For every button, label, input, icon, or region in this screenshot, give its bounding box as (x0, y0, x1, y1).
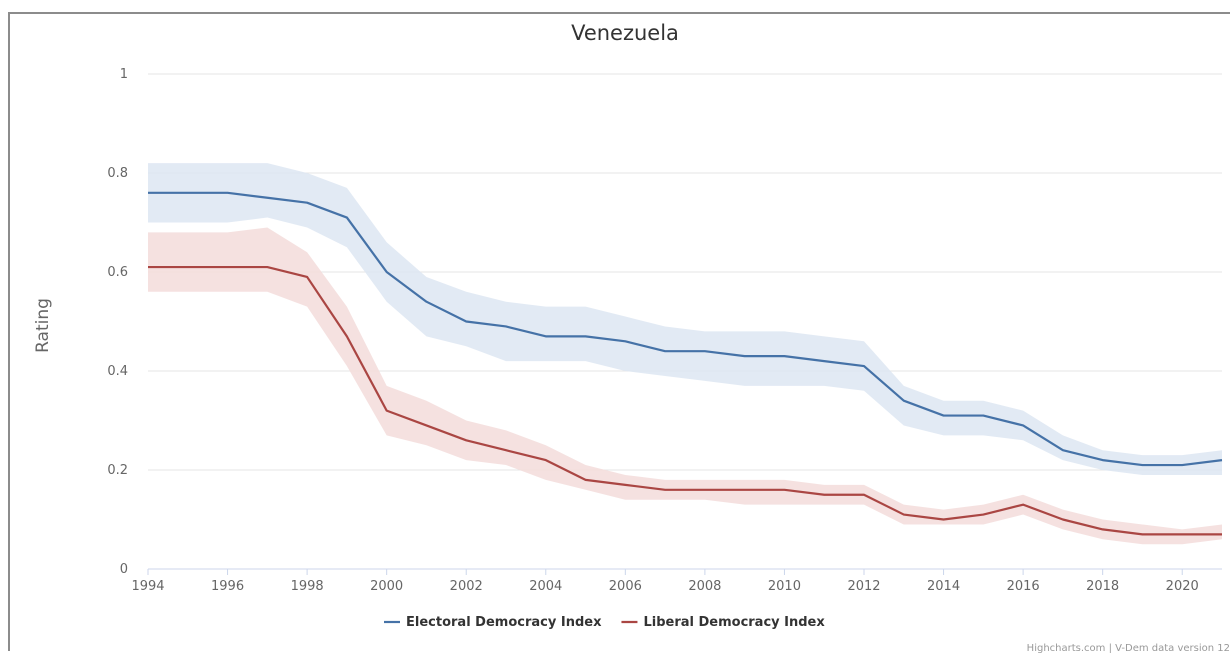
y-tick-label: 0.2 (107, 463, 128, 478)
legend-label: Electoral Democracy Index (406, 615, 602, 630)
x-tick-label: 2010 (768, 579, 801, 594)
confidence-bands (148, 163, 1222, 545)
x-tick-label: 2004 (529, 579, 562, 594)
x-tick-label: 2016 (1007, 579, 1040, 594)
x-tick-label: 2018 (1086, 579, 1119, 594)
y-tick-label: 0.6 (107, 265, 128, 280)
confidence-band-0 (148, 163, 1222, 475)
x-tick-label: 2000 (370, 579, 403, 594)
x-tick-label: 2020 (1166, 579, 1199, 594)
series-line-1[interactable] (148, 265, 1222, 536)
y-axis-ticks: 0 0.2 0.4 0.6 0.8 1 (107, 67, 128, 577)
x-tick-label: 1996 (211, 579, 244, 594)
x-tick-label: 2006 (609, 579, 642, 594)
x-axis-ticks: 1994 1996 1998 2000 2002 2004 2006 2008 2010 2012… (131, 569, 1199, 594)
chart-frame: 0 0.2 0.4 0.6 0.8 1 1994 1996 1998 2000 2002 2004 2… (8, 12, 1230, 653)
x-tick-label: 1998 (291, 579, 324, 594)
chart-title: Venezuela (571, 21, 679, 45)
legend-item-0[interactable]: Electoral Democracy Index (384, 615, 602, 630)
legend-label: Liberal Democracy Index (643, 615, 825, 630)
y-tick-label: 0.4 (107, 364, 128, 379)
x-tick-label: 2014 (927, 579, 960, 594)
line-chart: 0 0.2 0.4 0.6 0.8 1 1994 1996 1998 2000 2002 2004 2… (33, 21, 1230, 653)
confidence-band-1 (148, 227, 1222, 545)
y-axis-title: Rating (33, 298, 53, 353)
x-tick-label: 2012 (847, 579, 880, 594)
y-tick-label: 1 (120, 67, 128, 82)
x-tick-label: 2002 (450, 579, 483, 594)
series-lines (148, 191, 1223, 536)
credits-text[interactable]: Highcharts.com | V-Dem data version 12 (1027, 643, 1230, 653)
legend-item-1[interactable]: Liberal Democracy Index (621, 615, 825, 630)
y-tick-label: 0.8 (107, 166, 128, 181)
gridlines (148, 73, 1222, 471)
legend: Electoral Democracy Index Liberal Democra… (384, 615, 825, 630)
series-line-0[interactable] (148, 191, 1223, 467)
x-tick-label: 1994 (131, 579, 164, 594)
x-tick-label: 2008 (688, 579, 721, 594)
y-tick-label: 0 (120, 562, 128, 577)
